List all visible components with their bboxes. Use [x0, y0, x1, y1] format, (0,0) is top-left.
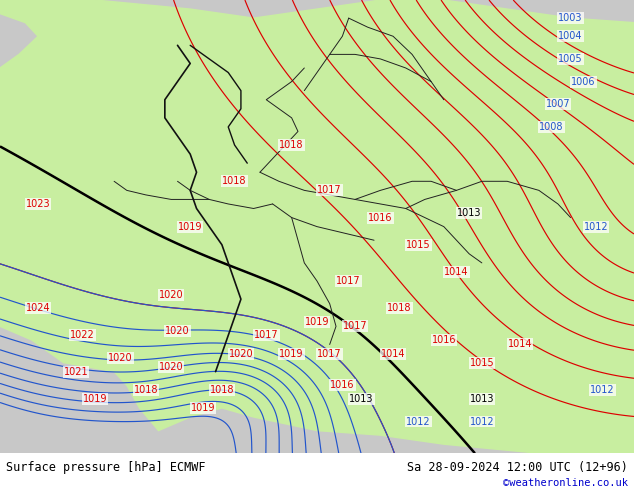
Text: 1018: 1018 — [223, 176, 247, 186]
Text: 1017: 1017 — [343, 321, 367, 331]
Text: 1017: 1017 — [254, 330, 278, 341]
Text: 1024: 1024 — [26, 303, 50, 313]
Text: 1012: 1012 — [590, 385, 614, 395]
Text: 1014: 1014 — [508, 340, 532, 349]
Text: 1013: 1013 — [349, 394, 373, 404]
Text: 1021: 1021 — [64, 367, 88, 377]
Text: 1019: 1019 — [178, 221, 202, 232]
Text: ©weatheronline.co.uk: ©weatheronline.co.uk — [503, 478, 628, 489]
Text: 1017: 1017 — [337, 276, 361, 286]
Text: 1006: 1006 — [571, 76, 595, 87]
Text: 1019: 1019 — [191, 403, 215, 413]
Text: 1018: 1018 — [210, 385, 234, 395]
Text: 1020: 1020 — [159, 362, 183, 372]
Text: 1018: 1018 — [387, 303, 411, 313]
Text: 1018: 1018 — [280, 140, 304, 150]
Text: 1020: 1020 — [229, 348, 253, 359]
Text: 1020: 1020 — [108, 353, 133, 363]
Text: 1015: 1015 — [406, 240, 430, 250]
Text: 1019: 1019 — [280, 348, 304, 359]
Text: 1005: 1005 — [559, 54, 583, 64]
Text: 1008: 1008 — [540, 122, 564, 132]
Text: 1017: 1017 — [318, 185, 342, 196]
Text: 1012: 1012 — [406, 416, 430, 426]
Polygon shape — [82, 36, 178, 181]
Text: 1004: 1004 — [559, 31, 583, 41]
Text: 1017: 1017 — [318, 348, 342, 359]
Text: 1015: 1015 — [470, 358, 494, 368]
Text: 1014: 1014 — [444, 267, 469, 277]
Text: 1014: 1014 — [381, 348, 405, 359]
Text: 1003: 1003 — [559, 13, 583, 23]
Polygon shape — [19, 99, 95, 172]
Text: 1020: 1020 — [159, 290, 183, 299]
Text: 1023: 1023 — [26, 199, 50, 209]
Text: 1012: 1012 — [470, 416, 494, 426]
Text: 1013: 1013 — [457, 208, 481, 218]
Text: 1016: 1016 — [432, 335, 456, 345]
Text: Sa 28-09-2024 12:00 UTC (12+96): Sa 28-09-2024 12:00 UTC (12+96) — [407, 461, 628, 474]
Text: 1019: 1019 — [305, 317, 329, 327]
Text: Surface pressure [hPa] ECMWF: Surface pressure [hPa] ECMWF — [6, 461, 206, 474]
Text: 1019: 1019 — [83, 394, 107, 404]
Text: 1016: 1016 — [368, 213, 392, 222]
Text: 1020: 1020 — [165, 326, 190, 336]
Text: 1012: 1012 — [584, 221, 608, 232]
Text: 1007: 1007 — [546, 99, 570, 109]
Text: 1013: 1013 — [470, 394, 494, 404]
Text: 1018: 1018 — [134, 385, 158, 395]
Text: 1022: 1022 — [70, 330, 95, 341]
Polygon shape — [0, 0, 634, 453]
Text: 1016: 1016 — [330, 380, 354, 390]
